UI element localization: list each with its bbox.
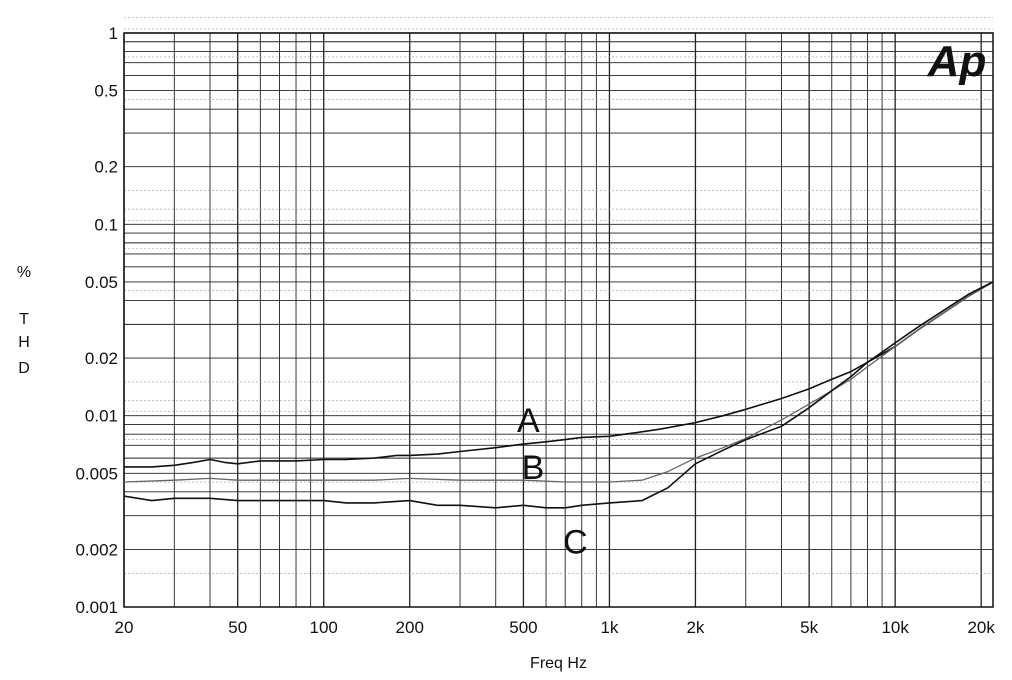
y-tick-label: 0.02 [85, 349, 118, 368]
ap-logo: Ap [927, 37, 987, 86]
x-tick-label: 200 [396, 618, 424, 637]
plot-frame [123, 32, 994, 608]
x-tick-label: 5k [800, 618, 818, 637]
y-tick-label: 0.001 [75, 598, 118, 617]
y-axis-label-char: T [19, 311, 29, 328]
series-lines [123, 281, 994, 509]
curve-label-a: A [517, 402, 540, 440]
x-tick-label: 100 [310, 618, 338, 637]
curve-label-b: B [522, 449, 545, 487]
x-tick-label: 20k [967, 618, 995, 637]
x-tick-label: 20 [115, 618, 134, 637]
y-tick-labels: 1 0.5 0.2 0.1 0.05 0.02 0.01 0.005 0.002 0.001 [75, 24, 118, 617]
x-tick-label: 1k [600, 618, 618, 637]
curve-labels: ABC [517, 402, 588, 562]
y-tick-label: 0.01 [85, 407, 118, 426]
curve-label-c: C [563, 523, 588, 561]
x-tick-label: 10k [881, 618, 909, 637]
y-tick-label: 0.005 [75, 464, 118, 483]
y-axis-label-char: D [18, 360, 30, 377]
y-axis-label: % THD [17, 264, 31, 377]
series-line-a [124, 281, 994, 468]
x-tick-labels: 20 50 100 200 500 1k 2k 5k 10k 20k [115, 618, 996, 637]
y-tick-label: 1 [109, 24, 118, 43]
x-tick-label: 500 [509, 618, 537, 637]
series-line-b [123, 281, 994, 483]
x-tick-label: 50 [228, 618, 247, 637]
x-axis-label: Freq Hz [530, 655, 587, 672]
y-tick-label: 0.5 [94, 82, 118, 101]
y-axis-label-char: % [17, 264, 31, 281]
grid-lines [123, 17, 993, 608]
y-tick-label: 0.1 [94, 215, 118, 234]
y-axis-label-char: H [18, 334, 30, 351]
series-line-c [123, 281, 994, 509]
x-tick-label: 2k [686, 618, 704, 637]
y-tick-label: 0.002 [75, 540, 118, 559]
y-tick-label: 0.05 [85, 273, 118, 292]
y-tick-label: 0.2 [94, 158, 118, 177]
